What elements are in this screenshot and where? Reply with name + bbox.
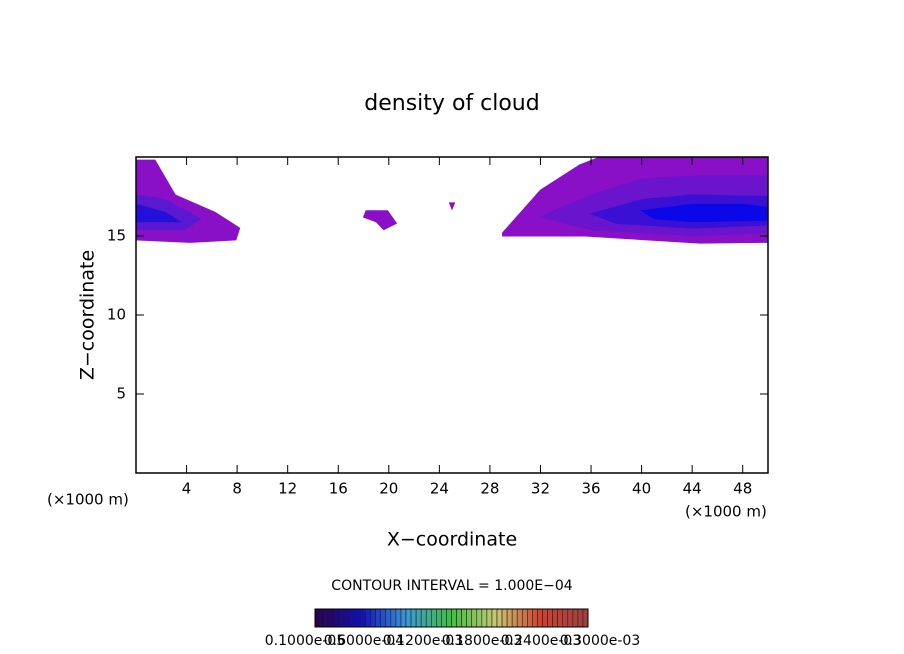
x-axis-label: X−coordinate	[387, 529, 517, 551]
colorbar-cell	[471, 608, 478, 628]
x-tick-label: 4	[182, 480, 192, 498]
x-tick-label: 28	[480, 480, 499, 498]
colorbar-cell	[516, 608, 523, 628]
colorbar-cell	[481, 608, 488, 628]
colorbar-cell	[350, 608, 356, 628]
x-tick-label: 8	[232, 480, 242, 498]
colorbar-cell	[521, 608, 528, 628]
x-tick-label: 48	[733, 480, 752, 498]
colorbar-label: 0.1000e-05	[265, 633, 345, 649]
colorbar-cell	[355, 608, 361, 628]
contour-region	[448, 202, 456, 211]
x-tick-label: 24	[430, 480, 449, 498]
x-tick-label: 36	[581, 480, 600, 498]
colorbar-cell	[451, 608, 457, 628]
contour-region	[362, 210, 398, 231]
colorbar-cell	[547, 608, 553, 628]
colorbar-cell	[552, 608, 558, 628]
colorbar-cell	[385, 608, 392, 628]
x-tick-label: 20	[379, 480, 398, 498]
colorbar-cell	[491, 608, 498, 628]
colorbar-cell	[501, 608, 508, 628]
colorbar-label: 0.1200e-03	[383, 633, 463, 649]
z-unit: (×1000 m)	[47, 491, 129, 509]
colorbar-cell	[496, 608, 503, 628]
colorbar-cell	[390, 608, 397, 628]
colorbar-cell	[314, 608, 321, 628]
colorbar-cell	[436, 608, 442, 628]
colorbar-label: 0.1800e-03	[442, 633, 522, 649]
colorbar-cell	[446, 608, 452, 628]
colorbar-cell	[380, 608, 387, 628]
colorbar-cell	[345, 608, 351, 628]
colorbar-cell	[410, 608, 417, 628]
colorbar-cell	[527, 608, 533, 628]
chart-title: density of cloud	[364, 91, 539, 116]
colorbar-cell	[572, 608, 579, 628]
colorbar-cell	[329, 608, 336, 628]
colorbar-cell	[430, 608, 437, 628]
colorbar-cell	[567, 608, 574, 628]
x-tick-label: 16	[329, 480, 348, 498]
colorbar-cell	[542, 608, 548, 628]
y-tick-label: 10	[107, 306, 126, 324]
colorbar-cell	[375, 608, 382, 628]
colorbar-label: 0.2400e-03	[501, 633, 581, 649]
colorbar-cell	[476, 608, 483, 628]
x-tick-label: 32	[531, 480, 550, 498]
colorbar-cell	[360, 608, 366, 628]
contour-interval: CONTOUR INTERVAL = 1.000E−04	[331, 578, 572, 594]
colorbar-label: 0.6000e-04	[324, 633, 405, 649]
y-axis-label: Z−coordinate	[77, 250, 99, 380]
y-tick-label: 15	[107, 227, 126, 245]
colorbar-cell	[405, 608, 412, 628]
colorbar-cell	[441, 608, 447, 628]
colorbar-cell	[400, 608, 407, 628]
colorbar-cell	[365, 608, 371, 628]
colorbar-cell	[339, 608, 346, 628]
colorbar-cell	[577, 608, 584, 628]
colorbar-cell	[420, 608, 427, 628]
colorbar-cell	[319, 608, 326, 628]
colorbar-cell	[557, 608, 564, 628]
x-tick-label: 44	[683, 480, 702, 498]
colorbar-cell	[456, 608, 462, 628]
colorbar-cell	[370, 608, 376, 628]
colorbar-cell	[562, 608, 569, 628]
colorbar-cell	[415, 608, 422, 628]
colorbar-cell	[461, 608, 467, 628]
colorbar-cell	[324, 608, 331, 628]
x-tick-label: 12	[278, 480, 297, 498]
colorbar-cell	[334, 608, 341, 628]
colorbar-cell	[537, 608, 543, 628]
colorbar-cell	[532, 608, 538, 628]
colorbar-cell	[466, 608, 473, 628]
colorbar-frame	[314, 608, 589, 628]
y-tick-label: 5	[116, 385, 126, 403]
colorbar-cell	[506, 608, 513, 628]
x-tick-label: 40	[632, 480, 651, 498]
colorbar-label: 0.3000e-03	[560, 633, 640, 649]
colorbar-cell	[395, 608, 402, 628]
colorbar-cell	[486, 608, 493, 628]
colorbar-cell	[582, 608, 589, 628]
colorbar-cell	[425, 608, 432, 628]
colorbar-cell	[511, 608, 518, 628]
x-unit: (×1000 m)	[685, 503, 767, 521]
